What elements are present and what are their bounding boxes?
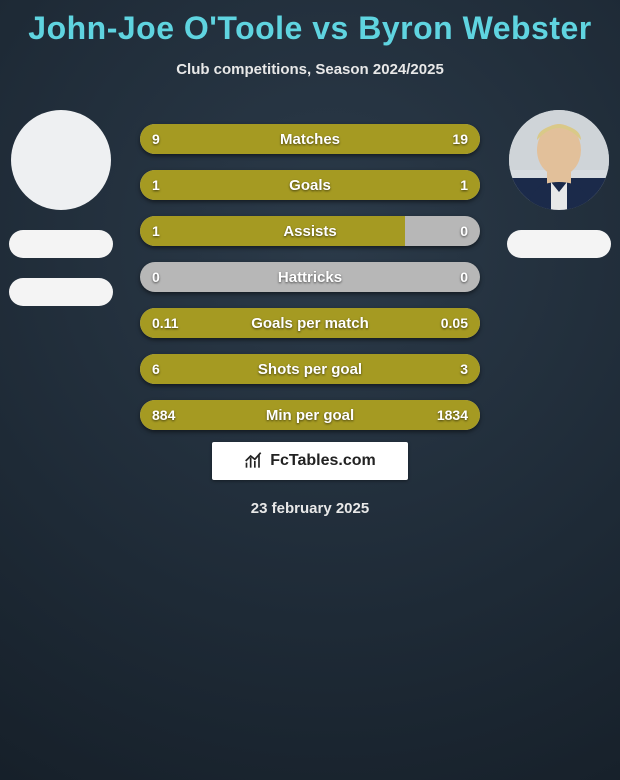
stat-left-value: 1 xyxy=(140,170,172,200)
stat-row: Assists1 0 xyxy=(140,216,480,246)
player-right-name-pill xyxy=(507,230,611,258)
stat-right-value: 0 xyxy=(448,216,480,246)
page-title: John-Joe O'Toole vs Byron Webster xyxy=(0,0,620,47)
player-left-column xyxy=(6,110,116,306)
stat-label: Shots per goal xyxy=(140,354,480,384)
stat-row: Hattricks0 0 xyxy=(140,262,480,292)
stat-left-value: 1 xyxy=(140,216,172,246)
stat-row: Matches9 19 xyxy=(140,124,480,154)
stat-row: Goals per match0.110.05 xyxy=(140,308,480,338)
brand-icon xyxy=(244,451,264,471)
player-left-name-pill xyxy=(9,230,113,258)
stat-bars: Matches919Goals11Assists10Hattricks00Goa… xyxy=(140,124,480,430)
stat-right-value: 1834 xyxy=(425,400,480,430)
stat-row: Shots per goal6 3 xyxy=(140,354,480,384)
stat-label: Goals xyxy=(140,170,480,200)
stat-label: Matches xyxy=(140,124,480,154)
stat-right-value: 1 xyxy=(448,170,480,200)
subtitle: Club competitions, Season 2024/2025 xyxy=(0,61,620,78)
stat-left-value: 6 xyxy=(140,354,172,384)
stat-label: Hattricks xyxy=(140,262,480,292)
brand-text: FcTables.com xyxy=(270,452,376,470)
stat-right-value: 19 xyxy=(440,124,480,154)
stat-right-value: 0.05 xyxy=(429,308,480,338)
player-right-avatar xyxy=(509,110,609,210)
stat-row: Goals1 1 xyxy=(140,170,480,200)
player-left-club-pill xyxy=(9,278,113,306)
stat-right-value: 3 xyxy=(448,354,480,384)
stat-left-value: 0.11 xyxy=(140,308,190,338)
stat-row: Min per goal8841834 xyxy=(140,400,480,430)
player-left-avatar xyxy=(11,110,111,210)
stat-left-value: 0 xyxy=(140,262,172,292)
stat-right-value: 0 xyxy=(448,262,480,292)
stat-left-value: 884 xyxy=(140,400,187,430)
stat-left-value: 9 xyxy=(140,124,172,154)
player-right-column xyxy=(504,110,614,258)
date-text: 23 february 2025 xyxy=(0,500,620,517)
stat-label: Assists xyxy=(140,216,480,246)
brand-pill: FcTables.com xyxy=(212,442,408,480)
